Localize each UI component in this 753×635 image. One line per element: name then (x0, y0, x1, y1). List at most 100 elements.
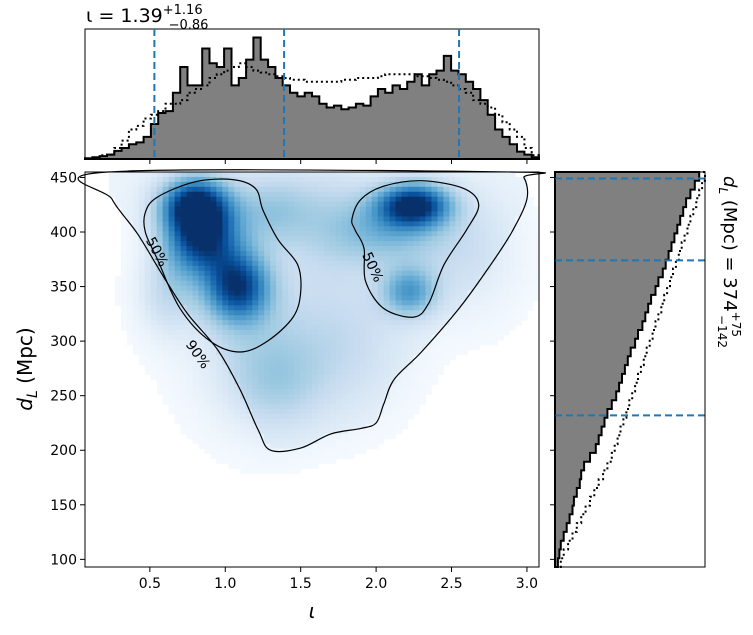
heatmap-cell (252, 433, 259, 440)
heatmap-cell (359, 206, 367, 213)
heatmap-cell (455, 339, 462, 346)
heatmap-cell (515, 315, 522, 321)
heatmap-cell (186, 172, 194, 178)
heatmap-cell (276, 468, 283, 474)
heatmap-cell (413, 206, 421, 213)
heatmap-cell (276, 221, 283, 227)
heatmap-cell (186, 379, 194, 385)
heatmap-cell (407, 241, 415, 247)
heatmap-cell (515, 196, 522, 203)
heatmap-cell (347, 325, 355, 331)
heatmap-cell (114, 176, 122, 183)
heatmap-cell (383, 226, 391, 232)
heatmap-cell (192, 399, 200, 405)
heatmap-cell (174, 359, 182, 366)
heatmap-cell (270, 265, 277, 272)
heatmap-cell (204, 413, 212, 420)
heatmap-cell (228, 231, 235, 237)
heatmap-cell (288, 196, 295, 203)
heatmap-cell (168, 251, 176, 257)
heatmap-cell (126, 330, 134, 336)
heatmap-cell (485, 216, 492, 222)
heatmap-cell (341, 270, 349, 277)
heatmap-cell (491, 325, 498, 331)
heatmap-cell (180, 384, 188, 390)
heatmap-cell (240, 241, 247, 247)
heatmap-cell (329, 275, 337, 282)
heatmap-cell (473, 265, 480, 272)
heatmap-cell (222, 384, 229, 390)
heatmap-cell (425, 315, 433, 321)
heatmap-cell (371, 438, 379, 445)
heatmap-cell (228, 404, 235, 410)
heatmap-cell (329, 359, 337, 366)
heatmap-cell (210, 453, 218, 459)
heatmap-cell (353, 246, 361, 252)
heatmap-cell (383, 305, 391, 311)
heatmap-cell (365, 236, 373, 242)
heatmap-cell (335, 300, 343, 306)
heatmap-cell (108, 181, 116, 188)
heatmap-cell (156, 334, 164, 341)
heatmap-cell (335, 423, 343, 430)
heatmap-cell (383, 389, 391, 395)
heatmap-cell (216, 413, 223, 420)
heatmap-cell (509, 255, 516, 262)
heatmap-cell (431, 295, 439, 301)
heatmap-cell (276, 255, 283, 262)
heatmap-cell (258, 354, 265, 361)
heatmap-cell (276, 201, 283, 208)
heatmap-cell (431, 354, 439, 361)
heatmap-cell (264, 310, 271, 316)
heatmap-cell (353, 384, 361, 390)
heatmap-cell (240, 458, 247, 464)
heatmap-cell (288, 206, 295, 213)
heatmap-cell (204, 374, 212, 380)
heatmap-cell (371, 325, 379, 331)
heatmap-cell (300, 349, 307, 356)
heatmap-cell (216, 374, 223, 380)
heatmap-cell (270, 305, 277, 311)
heatmap-cell (491, 221, 498, 227)
heatmap-cell (246, 344, 253, 351)
heatmap-cell (383, 334, 391, 341)
heatmap-cell (365, 320, 373, 326)
heatmap-cell (485, 186, 492, 193)
heatmap-cell (467, 246, 474, 252)
heatmap-cell (276, 463, 283, 469)
y-label-rest: (Mpc) (13, 327, 37, 390)
heatmap-cell (371, 221, 379, 227)
heatmap-cell (270, 206, 277, 213)
heatmap-cell (246, 290, 253, 297)
heatmap-cell (455, 310, 462, 316)
heatmap-cell (288, 290, 295, 297)
heatmap-cell (300, 201, 307, 208)
heatmap-cell (443, 315, 450, 321)
heatmap-cell (341, 389, 349, 395)
heatmap-cell (317, 265, 325, 272)
heatmap-cell (473, 255, 480, 262)
heatmap-cell (204, 270, 212, 277)
heatmap-cell (461, 320, 468, 326)
heatmap-cell (252, 359, 259, 366)
heatmap-cell (359, 330, 367, 336)
heatmap-cell (234, 433, 241, 440)
heatmap-cell (473, 206, 480, 213)
heatmap-cell (288, 334, 295, 341)
heatmap-cell (198, 241, 206, 247)
heatmap-cell (353, 251, 361, 257)
heatmap-cell (246, 413, 253, 420)
heatmap-cell (270, 246, 277, 252)
heatmap-cell (353, 260, 361, 267)
heatmap-cell (234, 394, 241, 400)
heatmap-cell (264, 231, 271, 237)
heatmap-cell (198, 413, 206, 420)
heatmap-cell (383, 265, 391, 272)
heatmap-cell (294, 448, 301, 455)
heatmap-cell (252, 458, 259, 464)
heatmap-cell (371, 206, 379, 213)
heatmap-cell (210, 433, 218, 440)
heatmap-cell (300, 394, 307, 400)
heatmap-cell (497, 241, 504, 247)
heatmap-cell (168, 241, 176, 247)
